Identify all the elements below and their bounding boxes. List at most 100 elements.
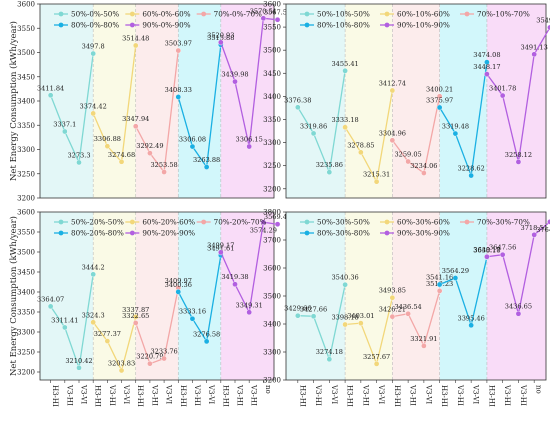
panel-1-series-1-label-3: 3273.3	[67, 151, 90, 159]
panel-1-series-4-point-2	[189, 143, 196, 150]
panel-1-series-3-label-1: 3347.94	[122, 115, 149, 123]
panel-4-series-5-point-4	[531, 232, 537, 238]
panel-2-series-4-point-3	[468, 172, 474, 179]
panel-4-series-2-point-1	[342, 321, 348, 328]
panel-1-series-2-point-2	[104, 143, 111, 149]
panel-2-series-3-point-3	[421, 170, 427, 176]
panel-3-series-5-point-4	[260, 219, 267, 226]
panel-2-series-4-label-4: 3474.08	[473, 51, 500, 59]
panel-2-series-1-point-1	[295, 104, 301, 111]
panel-4-xtick-label-1: H3-HI	[298, 385, 306, 407]
panel-4-ytick-label-7: 3800	[263, 209, 281, 217]
panel-3-series-3-point-1	[132, 320, 139, 326]
panel-4-legend-label-2: 60%-30%-60%	[397, 218, 450, 227]
panel-1-series-3-label-2: 3292.49	[136, 142, 163, 150]
panel-2-band-1	[286, 4, 346, 198]
panel-4-series-2-point-2	[358, 320, 364, 326]
panel-1-legend-marker-2	[129, 11, 135, 17]
panel-2-ytick-label-6: 3450	[263, 70, 281, 78]
panel-4-xtick-label-14: V3-HI	[503, 384, 511, 406]
panel-3-band-3	[135, 212, 179, 380]
panel-2-series-4-label-2: 3319.48	[442, 123, 469, 131]
panel-3-series-1-point-1	[47, 303, 54, 310]
panel-1-series-2-label-1: 3374.42	[80, 102, 107, 110]
panel-3-xtick-label-8: V3-HI	[150, 384, 158, 406]
panel-2-series-3-label-3: 3234.06	[410, 162, 437, 170]
panel-3-series-3-line	[135, 287, 179, 365]
panel-1-band-1	[40, 4, 94, 198]
panel-4-series-5-point-2	[499, 251, 506, 258]
panel-3-series-5-label-5: 3569.46	[264, 213, 291, 221]
panel-2-band-2	[345, 4, 393, 198]
panel-1-series-2-point-4	[132, 42, 139, 49]
panel-4-series-2-point-3	[373, 361, 380, 367]
panel-3-series-4-label-4: 3491.61	[207, 244, 234, 252]
panel-4-xtick-label-8: V3-HI	[409, 384, 417, 406]
panel-3-series-5-point-1	[218, 249, 224, 256]
panel-3-band-2	[93, 212, 136, 380]
panel-2-ytick-label-8: 3550	[263, 24, 281, 32]
panel-4-series-1-line	[297, 284, 346, 362]
panel-2-legend-label-2: 60%-10%-60%	[397, 10, 450, 19]
panel-3-legend-marker-2	[129, 219, 135, 225]
panel-2-series-2-point-4	[389, 87, 396, 94]
panel-4-xtick-label-3: V3-VI	[330, 384, 338, 404]
panel-3-series-5-label-1: 3499.17	[207, 241, 234, 249]
panel-2-series-1-line	[297, 70, 346, 175]
panel-3-series-1-label-4: 3444.2	[82, 263, 105, 271]
panel-4-legend-label-3: 70%-30%-70%	[477, 218, 530, 227]
panel-1-ytick-label-4: 3350	[17, 122, 35, 130]
panel-1-band-3	[135, 4, 179, 198]
panel-3-xtick-label-6: V3-VI	[122, 384, 130, 404]
panel-3-series-2-point-1	[90, 319, 96, 326]
panel-2-series-3-label-4: 3400.21	[426, 85, 453, 93]
panel-3-xtick-label-9: V3-VI	[165, 384, 173, 404]
panel-1-series-2-point-1	[90, 110, 96, 117]
panel-4-band-1	[286, 212, 346, 380]
panel-2-legend-label-3: 70%-10%-70%	[477, 10, 530, 19]
panel-1-series-1-point-1	[47, 92, 54, 99]
panel-4-series-5-label-2: 3647.56	[489, 244, 516, 252]
panel-3-xtick-label-7: H3-HI	[136, 385, 144, 407]
panel-4-legend-marker-1	[304, 219, 310, 225]
panel-3-ytick-label-3: 3300	[17, 329, 35, 337]
panel-4-band-4	[439, 212, 487, 380]
panel-4-xtick-label-4: H3-HI	[346, 385, 354, 407]
panel-4-series-5-label-1: 3640.17	[473, 246, 500, 254]
panel-4-series-2-point-4	[389, 294, 396, 301]
panel-1-series-3-label-3: 3253.58	[150, 161, 177, 169]
panel-3-xtick-label-16: no	[264, 385, 272, 394]
panel-4-series-4-label-1: 3541.16	[426, 273, 453, 281]
panel-4-xtick-label-12: V3-VI	[472, 384, 480, 404]
panel-3-series-5-point-3	[246, 309, 252, 316]
panel-1-series-6-point-2	[274, 16, 281, 23]
panel-4-series-1-label-1: 3429.66	[284, 305, 311, 313]
panel-1-legend-label-5: 90%-0%-90%	[142, 21, 190, 30]
panel-4-series-2-line	[345, 297, 393, 367]
panel-4-ytick-label-1: 3200	[263, 377, 281, 385]
panel-3-series-2-label-2: 3277.37	[94, 330, 121, 338]
panel-1-ytick-label-7: 3500	[17, 49, 35, 57]
panel-2-series-4-label-1: 3375.97	[426, 96, 453, 104]
panel-4-series-4-point-2	[452, 275, 459, 281]
panel-2-series-2-label-3: 3215.31	[363, 171, 390, 179]
panel-3-legend-marker-5	[129, 230, 135, 236]
panel-3-series-5-point-5	[274, 221, 281, 228]
panel-3-series-3-point-3	[161, 355, 167, 362]
panel-1-legend-marker-5	[129, 22, 135, 28]
panel-4-ytick-label-4: 3500	[263, 293, 281, 301]
panel-1-series-4-label-2: 3306.08	[179, 136, 206, 144]
panel-2-series-3-label-1: 3304.96	[379, 129, 406, 137]
panel-3-series-4-point-3	[203, 338, 210, 345]
panel-3-series-2-point-3	[118, 367, 125, 374]
panel-3-legend-label-5: 90%-20%-90%	[142, 229, 195, 238]
panel-4-ytick-label-5: 3600	[263, 265, 281, 273]
panel-3-series-4-line	[177, 255, 222, 344]
panel-2-series-5-point-3	[515, 159, 522, 165]
panel-3-xtick-label-14: V3-HI	[236, 384, 244, 406]
panel-1-series-1-label-1: 3411.84	[37, 84, 64, 92]
panel-1-ytick-label-1: 3200	[17, 195, 35, 203]
panel-1-legend-label-3: 70%-0%-70%	[214, 10, 262, 19]
